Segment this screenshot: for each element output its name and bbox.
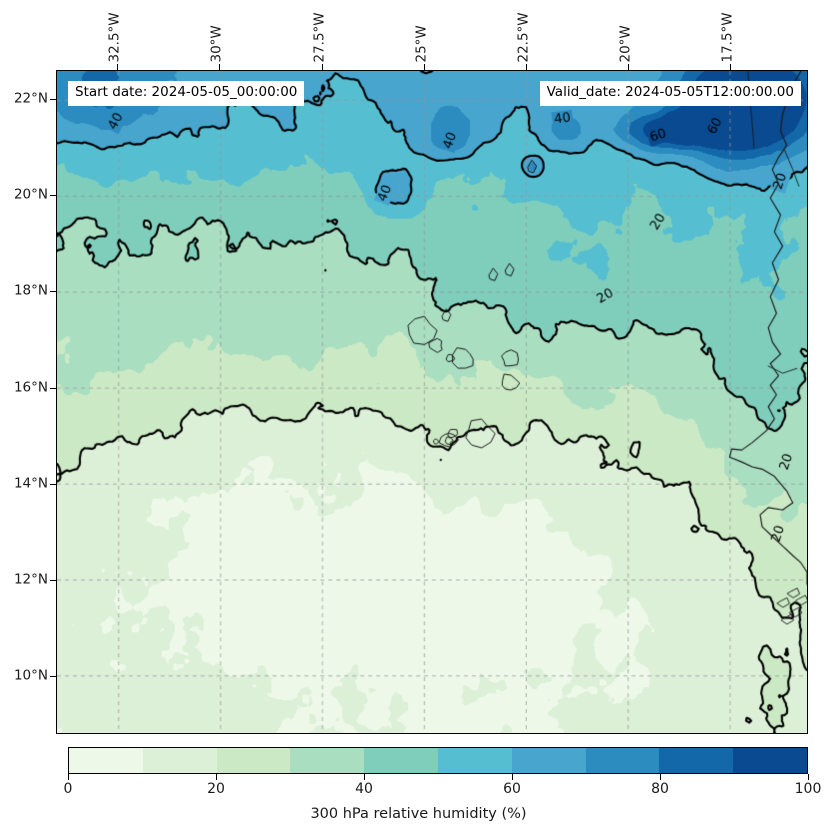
longitude-tickmark: [117, 64, 119, 70]
longitude-ticklabel: 22.5°W: [515, 11, 532, 62]
colorbar-ticklabel-1: 20: [207, 781, 225, 797]
colorbar-tickmark: [68, 774, 69, 780]
latitude-tickmark: [50, 483, 56, 485]
latitude-ticklabel-5: 20°N: [13, 186, 48, 203]
colorbar-band-6: [511, 748, 586, 773]
latitude-ticklabel-6: 22°N: [13, 90, 48, 107]
colorbar-ticklabel-5: 100: [794, 781, 822, 797]
latitude-tickmark: [50, 98, 56, 100]
colorbar-tickmark: [364, 774, 365, 780]
colorbar-band-0: [69, 748, 143, 773]
latitude-ticklabel-2: 14°N: [13, 475, 48, 492]
colorbar-tickmark: [660, 774, 661, 780]
latitude-ticklabel-3: 16°N: [13, 378, 48, 395]
colorbar-label: 300 hPa relative humidity (%): [310, 806, 527, 822]
colorbar[interactable]: [68, 747, 808, 774]
latitude-ticklabel-0: 10°N: [13, 667, 48, 684]
longitude-ticklabel: 27.5°W: [311, 11, 328, 62]
longitude-tickmark: [423, 64, 425, 70]
colorbar-band-8: [659, 748, 734, 773]
map-plot-area[interactable]: Start date: 2024-05-05_00:00:00 Valid_da…: [56, 70, 808, 734]
valid-date-annotation: Valid_date: 2024-05-05T12:00:00.00: [539, 81, 801, 106]
longitude-tickmark: [730, 64, 732, 70]
latitude-ticklabel-1: 12°N: [13, 571, 48, 588]
latitude-tickmark: [50, 195, 56, 197]
latitude-tickmark: [50, 387, 56, 389]
latitude-tickmark: [50, 580, 56, 582]
longitude-tickmark: [628, 64, 630, 70]
colorbar-band-7: [585, 748, 660, 773]
colorbar-ticklabel-3: 60: [503, 781, 521, 797]
colorbar-ticklabel-2: 40: [355, 781, 373, 797]
longitude-tickmark: [321, 64, 323, 70]
longitude-tickmark: [526, 64, 527, 70]
start-date-annotation: Start date: 2024-05-05_00:00:00: [68, 81, 305, 106]
longitude-ticklabel: 25°W: [413, 24, 430, 62]
longitude-ticklabel: 30°W: [208, 24, 225, 62]
colorbar-band-2: [216, 748, 291, 773]
longitude-ticklabel: 17.5°W: [719, 11, 736, 62]
colorbar-band-3: [290, 748, 365, 773]
latitude-ticklabel-4: 18°N: [13, 282, 48, 299]
colorbar-band-5: [437, 748, 512, 773]
colorbar-tickmark: [216, 774, 217, 780]
colorbar-tickmark: [512, 774, 513, 780]
colorbar-band-4: [364, 748, 438, 773]
colorbar-band-9: [733, 748, 807, 773]
longitude-tickmark: [219, 64, 221, 70]
longitude-ticklabel: 20°W: [617, 24, 634, 62]
longitude-ticklabel: 32.5°W: [106, 11, 123, 62]
colorbar-band-1: [142, 748, 217, 773]
colorbar-ticklabel-0: 0: [63, 781, 73, 797]
colorbar-ticklabel-4: 80: [651, 781, 669, 797]
latitude-tickmark: [50, 291, 56, 293]
colorbar-tickmark: [808, 774, 809, 780]
relative-humidity-contour-map: [57, 71, 807, 733]
latitude-tickmark: [50, 676, 56, 678]
